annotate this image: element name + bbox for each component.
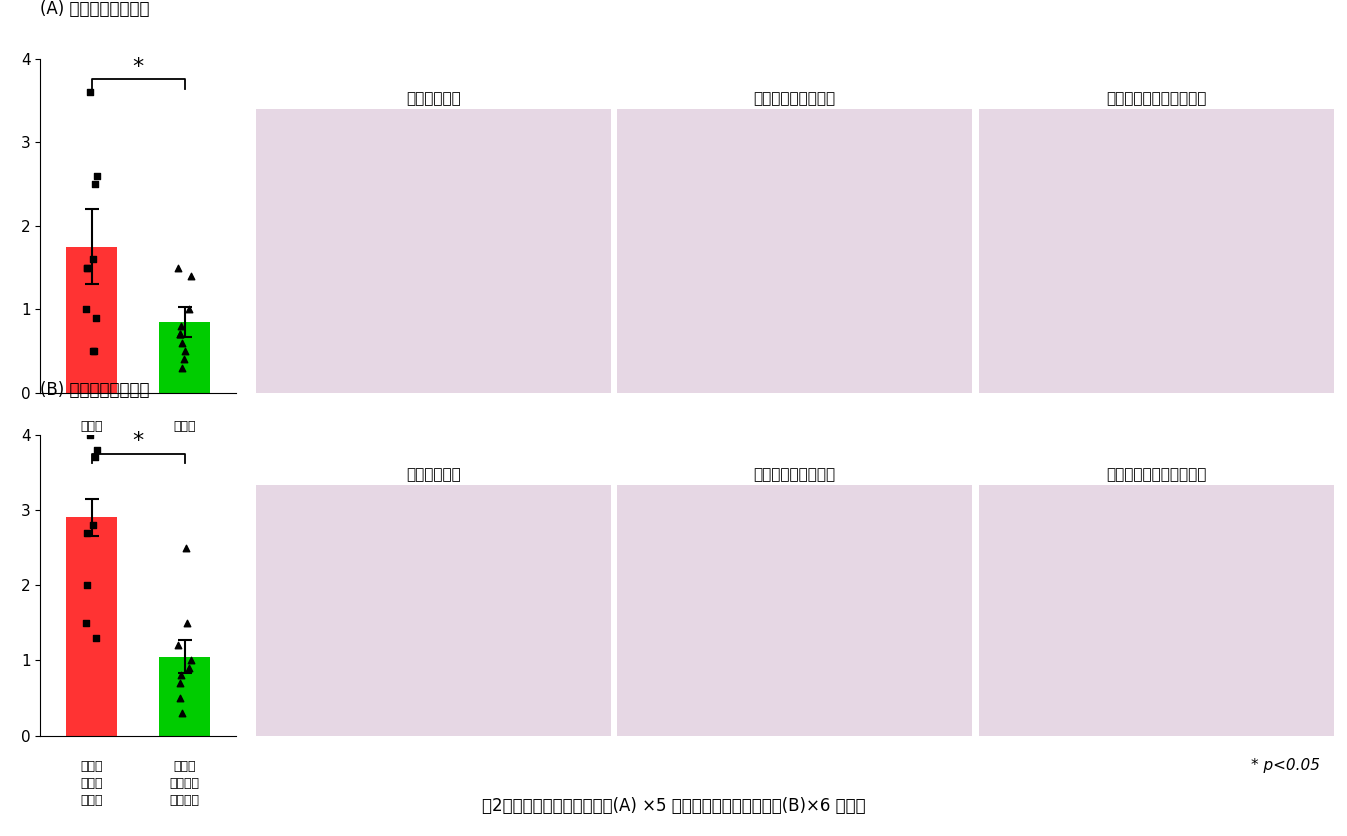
Text: *: * [132, 431, 144, 451]
Text: * p<0.05: * p<0.05 [1251, 758, 1320, 773]
Point [77, 526, 98, 539]
Point [86, 631, 108, 645]
Point [178, 661, 199, 675]
Point [82, 252, 104, 266]
Point [84, 177, 105, 191]
Point [170, 669, 191, 682]
Text: (B) 尿細管障害スコア: (B) 尿細管障害スコア [40, 380, 150, 399]
Text: 腎障害
＋パラミ
ロン摄取: 腎障害 ＋パラミ ロン摄取 [170, 420, 199, 466]
Point [171, 706, 193, 720]
Point [170, 328, 191, 341]
Point [170, 676, 191, 690]
Text: 腎障害
＋通常
食摄取: 腎障害 ＋通常 食摄取 [81, 420, 102, 466]
Point [174, 344, 195, 358]
Point [86, 311, 108, 324]
Title: 腎障害＋通常食摄取: 腎障害＋通常食摄取 [754, 91, 835, 106]
Bar [159, 657, 210, 736]
Point [77, 579, 98, 592]
Point [79, 85, 101, 99]
Text: 腎障害
＋通常
食摄取: 腎障害 ＋通常 食摄取 [81, 760, 102, 807]
Point [180, 654, 202, 667]
Point [82, 344, 104, 358]
Point [86, 169, 108, 182]
Point [82, 518, 104, 532]
Point [171, 361, 193, 375]
Point [170, 319, 191, 333]
Point [77, 261, 98, 274]
Title: コントロール: コントロール [405, 91, 461, 106]
Text: *: * [132, 57, 144, 77]
Title: 腎障害＋パラミロン摄取: 腎障害＋パラミロン摄取 [1106, 91, 1207, 106]
Point [84, 451, 105, 464]
Point [79, 428, 101, 441]
Point [172, 353, 194, 366]
Text: (A) 糸球体硬化スコア: (A) 糸球体硬化スコア [40, 0, 150, 18]
Bar [66, 247, 117, 393]
Title: 腎障害＋パラミロン摄取: 腎障害＋パラミロン摄取 [1106, 467, 1207, 482]
Bar [159, 322, 210, 393]
Title: 腎障害＋通常食摄取: 腎障害＋通常食摄取 [754, 467, 835, 482]
Text: 腎障害
＋パラミ
ロン摄取: 腎障害 ＋パラミ ロン摄取 [170, 760, 199, 807]
Point [86, 443, 108, 456]
Bar [66, 517, 117, 736]
Point [175, 541, 197, 554]
Point [170, 328, 191, 341]
Point [176, 616, 198, 630]
Point [170, 691, 191, 705]
Point [167, 639, 189, 652]
Point [75, 616, 97, 630]
Point [84, 344, 105, 358]
Title: コントロール: コントロール [405, 467, 461, 482]
Point [171, 336, 193, 349]
Point [167, 261, 189, 274]
Point [180, 269, 202, 283]
Point [75, 303, 97, 316]
Text: 図2　糸球体硬化スコア評価(A) ×5 および尿細管障害スコア(B)×6 の比較: 図2 糸球体硬化スコア評価(A) ×5 および尿細管障害スコア(B)×6 の比較 [482, 797, 865, 815]
Point [178, 303, 199, 316]
Point [77, 261, 98, 274]
